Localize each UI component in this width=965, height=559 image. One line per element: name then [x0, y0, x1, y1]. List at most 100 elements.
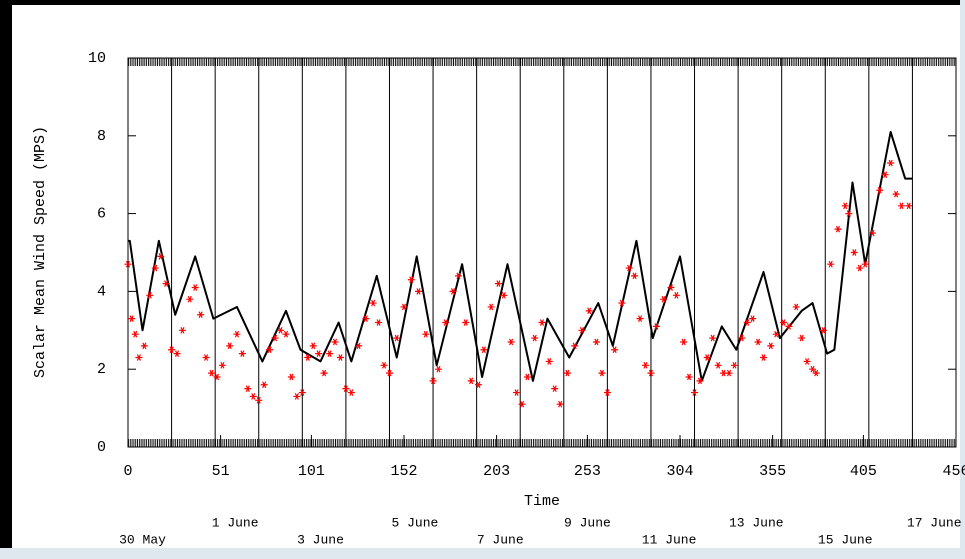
- asterisk-marker: [685, 373, 693, 381]
- asterisk-marker: [660, 295, 668, 303]
- asterisk-marker: [876, 186, 884, 194]
- asterisk-marker: [400, 303, 408, 311]
- asterisk-marker: [385, 369, 393, 377]
- y-axis-label: Scalar Mean Wind Speed (MPS): [32, 126, 49, 378]
- asterisk-marker: [266, 346, 274, 354]
- asterisk-marker: [618, 299, 626, 307]
- bottom-strip: [0, 548, 965, 559]
- asterisk-marker: [812, 369, 820, 377]
- asterisk-marker: [218, 361, 226, 369]
- asterisk-marker: [226, 342, 234, 350]
- top-minor-ticks: [128, 58, 956, 66]
- asterisk-marker: [845, 210, 853, 217]
- asterisk-marker: [293, 393, 301, 400]
- asterisk-marker: [892, 190, 900, 198]
- asterisk-marker: [803, 358, 811, 365]
- asterisk-marker: [375, 319, 383, 326]
- asterisk-marker: [131, 330, 139, 338]
- asterisk-marker: [178, 326, 186, 334]
- asterisk-marker: [271, 334, 279, 342]
- line-series: [128, 130, 913, 382]
- asterisk-marker: [556, 400, 564, 408]
- asterisk-marker: [868, 229, 876, 237]
- asterisk-marker: [415, 288, 423, 295]
- x-tick-label: 405: [850, 463, 877, 480]
- asterisk-marker: [467, 377, 475, 385]
- asterisk-marker: [462, 319, 470, 326]
- asterisk-marker: [326, 350, 334, 357]
- asterisk-marker: [202, 354, 210, 361]
- asterisk-marker: [680, 338, 688, 346]
- asterisk-marker: [841, 202, 849, 210]
- asterisk-marker: [598, 369, 606, 377]
- asterisk-marker: [551, 385, 559, 392]
- x-tick-label: 304: [666, 463, 693, 480]
- asterisk-marker: [672, 291, 680, 299]
- asterisk-marker: [146, 291, 154, 299]
- asterisk-marker: [585, 307, 593, 315]
- date-label: 17 June: [907, 515, 962, 530]
- asterisk-marker: [474, 381, 482, 389]
- asterisk-marker: [730, 361, 738, 369]
- asterisk-marker: [487, 303, 495, 311]
- asterisk-marker: [213, 373, 221, 381]
- asterisk-marker: [309, 342, 317, 350]
- asterisk-marker: [703, 354, 711, 361]
- asterisk-marker: [186, 295, 194, 303]
- asterisk-marker: [850, 249, 858, 256]
- x-tick-label: 51: [212, 463, 230, 480]
- asterisk-marker: [545, 358, 553, 365]
- asterisk-marker: [282, 330, 290, 338]
- asterisk-marker: [442, 319, 450, 326]
- asterisk-marker: [772, 330, 780, 338]
- asterisk-marker: [856, 264, 864, 272]
- asterisk-marker: [714, 361, 722, 369]
- asterisk-marker: [625, 264, 633, 272]
- asterisk-marker: [315, 350, 323, 357]
- asterisk-marker: [480, 346, 488, 354]
- asterisk-marker: [277, 326, 285, 334]
- asterisk-marker: [754, 338, 762, 346]
- asterisk-marker: [725, 369, 733, 377]
- asterisk-marker: [696, 377, 704, 385]
- asterisk-marker: [798, 334, 806, 342]
- y-tick-label: 8: [97, 128, 106, 145]
- asterisk-marker: [861, 260, 869, 268]
- x-tick-label: 355: [759, 463, 786, 480]
- asterisk-marker: [642, 361, 649, 369]
- asterisk-marker: [347, 389, 355, 396]
- asterisk-marker: [809, 365, 817, 373]
- asterisk-marker: [898, 202, 906, 210]
- x-tick-label: 253: [574, 463, 601, 480]
- date-label: 7 June: [477, 532, 524, 547]
- asterisk-marker: [792, 303, 800, 311]
- asterisk-marker: [124, 260, 132, 268]
- y-tick-label: 0: [97, 439, 106, 456]
- asterisk-marker: [260, 381, 268, 389]
- asterisk-marker: [500, 291, 508, 299]
- asterisk-marker: [140, 342, 148, 350]
- asterisk-marker: [191, 284, 199, 291]
- asterisk-marker: [513, 389, 521, 396]
- date-label: 1 June: [212, 515, 259, 530]
- asterisk-marker: [238, 350, 246, 357]
- asterisk-marker: [667, 284, 675, 291]
- asterisk-marker: [611, 346, 619, 354]
- asterisk-marker: [834, 225, 842, 233]
- asterisk-marker: [331, 338, 339, 346]
- asterisk-marker: [197, 311, 205, 319]
- asterisk-marker: [819, 326, 827, 334]
- asterisk-marker: [380, 361, 388, 369]
- date-label: 11 June: [642, 532, 697, 547]
- y-tick-label: 6: [97, 206, 106, 223]
- x-tick-label: 152: [390, 463, 417, 480]
- asterisk-marker: [454, 272, 462, 280]
- asterisk-marker: [647, 369, 655, 377]
- y-tick-label: 10: [88, 50, 106, 67]
- asterisk-marker: [881, 171, 889, 179]
- asterisk-marker: [603, 389, 611, 396]
- asterisk-marker: [429, 377, 437, 385]
- asterisk-marker: [255, 397, 263, 404]
